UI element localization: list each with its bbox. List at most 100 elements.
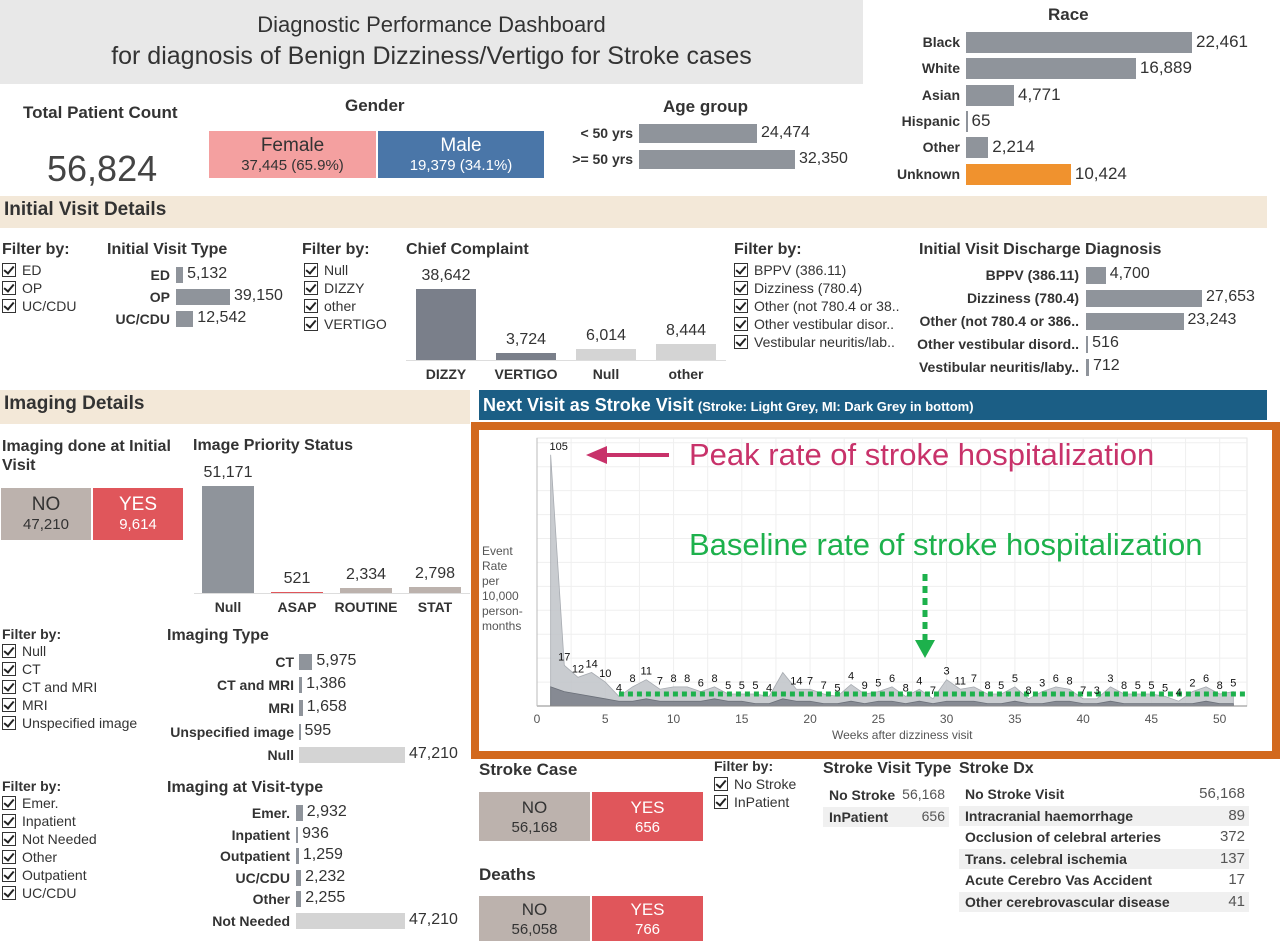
checkbox-icon[interactable] xyxy=(304,263,318,277)
checkbox-icon[interactable] xyxy=(2,680,16,694)
gender-female[interactable]: Female 37,445 (65.9%) xyxy=(209,131,376,178)
imaging-visit-bar[interactable] xyxy=(296,891,302,907)
imaging-visit-bar[interactable] xyxy=(296,869,302,886)
complaint-bar[interactable] xyxy=(416,289,476,360)
visit-type-bar[interactable] xyxy=(176,311,194,327)
filter4-item[interactable]: CT and MRI xyxy=(2,679,162,695)
checkbox-icon[interactable] xyxy=(2,868,16,882)
filter1-item[interactable]: OP xyxy=(2,280,162,296)
checkbox-icon[interactable] xyxy=(734,263,748,277)
filter6-item[interactable]: No Stroke xyxy=(714,776,874,792)
svt-row[interactable] xyxy=(823,785,949,805)
filter2-item[interactable]: VERTIGO xyxy=(304,316,464,332)
checkbox-icon[interactable] xyxy=(734,317,748,331)
dx-row[interactable] xyxy=(959,827,1249,848)
checkbox-icon[interactable] xyxy=(2,814,16,828)
race-bar[interactable] xyxy=(966,163,1071,185)
imaging-visit-bar[interactable] xyxy=(296,848,299,864)
filter5-item[interactable]: Outpatient xyxy=(2,867,162,883)
filter3-item[interactable]: Other (not 780.4 or 38.. xyxy=(734,298,900,314)
imaging-no-tile[interactable]: NO 47,210 xyxy=(1,488,91,540)
checkbox-icon[interactable] xyxy=(734,335,748,349)
dx-row[interactable] xyxy=(959,805,1249,826)
imaging-type-bar[interactable] xyxy=(299,700,303,717)
discharge-bar[interactable] xyxy=(1086,313,1184,330)
deaths-no-tile[interactable]: NO 56,058 xyxy=(479,896,590,941)
filter5-item[interactable]: Emer. xyxy=(2,795,162,811)
checkbox-icon[interactable] xyxy=(2,850,16,864)
checkbox-icon[interactable] xyxy=(304,317,318,331)
imaging-type-bar[interactable] xyxy=(299,723,301,740)
dx-row[interactable] xyxy=(959,848,1249,869)
filter5-item[interactable]: Inpatient xyxy=(2,813,162,829)
complaint-bar[interactable] xyxy=(496,353,556,360)
discharge-bar[interactable] xyxy=(1086,290,1202,307)
imaging-type-bar[interactable] xyxy=(299,677,303,694)
discharge-bar[interactable] xyxy=(1086,267,1106,284)
age-bar[interactable] xyxy=(639,124,758,143)
priority-bar[interactable] xyxy=(202,486,254,593)
imaging-visit-bar[interactable] xyxy=(296,912,405,929)
checkbox-icon[interactable] xyxy=(2,644,16,658)
dx-row[interactable] xyxy=(959,892,1249,912)
checkbox-icon[interactable] xyxy=(2,281,16,295)
filter1-item[interactable]: ED xyxy=(2,262,162,278)
filter4-item[interactable]: Null xyxy=(2,643,162,659)
stroke-no-tile[interactable]: NO 56,168 xyxy=(479,792,590,841)
checkbox-icon[interactable] xyxy=(2,796,16,810)
filter5-item[interactable]: Not Needed xyxy=(2,831,162,847)
filter1-item[interactable]: UC/CDU xyxy=(2,298,162,314)
race-bar[interactable] xyxy=(966,58,1136,80)
filter5-item[interactable]: Other xyxy=(2,849,162,865)
gender-male[interactable]: Male 19,379 (34.1%) xyxy=(378,131,544,178)
discharge-bar[interactable] xyxy=(1086,336,1089,353)
checkbox-icon[interactable] xyxy=(2,698,16,712)
filter2-item[interactable]: Null xyxy=(304,262,464,278)
imaging-type-bar[interactable] xyxy=(299,654,313,670)
checkbox-icon[interactable] xyxy=(2,832,16,846)
priority-bar[interactable] xyxy=(340,588,392,593)
imaging-visit-bar[interactable] xyxy=(296,805,303,821)
imaging-type-bar[interactable] xyxy=(299,746,405,763)
age-bar[interactable] xyxy=(639,150,795,169)
filter5-item[interactable]: UC/CDU xyxy=(2,885,162,901)
filter3-item[interactable]: Vestibular neuritis/lab.. xyxy=(734,334,895,350)
svt-row[interactable] xyxy=(823,807,949,827)
checkbox-icon[interactable] xyxy=(734,281,748,295)
race-bar[interactable] xyxy=(966,32,1192,53)
checkbox-icon[interactable] xyxy=(2,886,16,900)
stroke-yes-tile[interactable]: YES 656 xyxy=(592,792,703,841)
priority-bar[interactable] xyxy=(271,591,323,593)
visit-type-bar[interactable] xyxy=(176,267,184,283)
race-bar[interactable] xyxy=(966,84,1014,106)
imaging-visit-bar[interactable] xyxy=(296,826,299,843)
dx-row[interactable] xyxy=(959,870,1249,891)
priority-bar[interactable] xyxy=(409,587,461,593)
filter4-item[interactable]: Unspecified image xyxy=(2,715,162,731)
checkbox-icon[interactable] xyxy=(2,662,16,676)
filter3-item[interactable]: BPPV (386.11) xyxy=(734,262,894,278)
checkbox-icon[interactable] xyxy=(304,281,318,295)
race-bar[interactable] xyxy=(966,110,968,132)
filter2-item[interactable]: other xyxy=(304,298,464,314)
complaint-bar[interactable] xyxy=(656,344,716,360)
dx-row[interactable] xyxy=(959,784,1249,804)
checkbox-icon[interactable] xyxy=(734,299,748,313)
checkbox-icon[interactable] xyxy=(714,777,728,791)
filter2-item[interactable]: DIZZY xyxy=(304,280,464,296)
race-bar[interactable] xyxy=(966,137,989,159)
checkbox-icon[interactable] xyxy=(2,716,16,730)
discharge-bar[interactable] xyxy=(1086,359,1089,376)
visit-type-bar[interactable] xyxy=(176,289,230,305)
checkbox-icon[interactable] xyxy=(304,299,318,313)
checkbox-icon[interactable] xyxy=(2,263,16,277)
checkbox-icon[interactable] xyxy=(2,299,16,313)
filter4-item[interactable]: CT xyxy=(2,661,162,677)
imaging-yes-tile[interactable]: YES 9,614 xyxy=(93,488,183,540)
complaint-bar[interactable] xyxy=(576,348,636,360)
filter3-item[interactable]: Dizziness (780.4) xyxy=(734,280,894,296)
filter3-item[interactable]: Other vestibular disor.. xyxy=(734,316,894,332)
filter6-item[interactable]: InPatient xyxy=(714,794,874,810)
filter4-item[interactable]: MRI xyxy=(2,697,162,713)
checkbox-icon[interactable] xyxy=(714,795,728,809)
